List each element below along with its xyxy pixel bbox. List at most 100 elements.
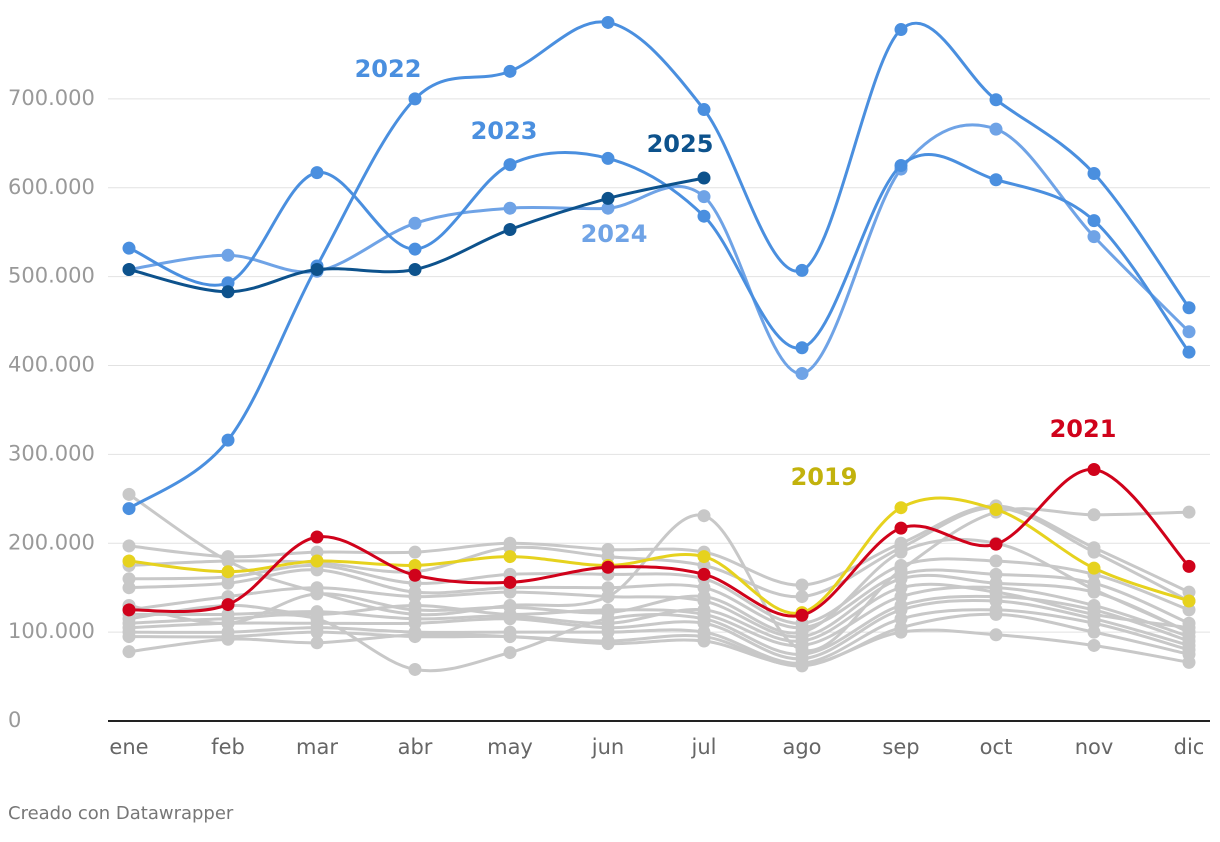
data-point <box>310 605 324 619</box>
data-point <box>697 509 711 523</box>
data-point <box>1182 655 1196 669</box>
data-point <box>221 576 235 590</box>
data-point <box>697 171 711 185</box>
data-point <box>310 166 324 180</box>
data-point <box>894 558 908 572</box>
data-point <box>697 590 711 604</box>
data-point <box>697 616 711 630</box>
series-label: 2023 <box>471 117 538 145</box>
data-point <box>1182 345 1196 359</box>
series-label: 2022 <box>355 55 422 83</box>
data-point <box>894 590 908 604</box>
data-point <box>697 190 711 204</box>
data-point <box>795 366 809 380</box>
data-point <box>697 567 711 581</box>
series-label: 2025 <box>647 130 714 158</box>
data-point <box>503 600 517 614</box>
data-point <box>503 630 517 644</box>
data-point <box>122 630 136 644</box>
data-point <box>601 550 615 564</box>
series-line <box>128 628 1190 667</box>
data-point <box>122 603 136 617</box>
data-point <box>601 590 615 604</box>
x-tick-label: dic <box>1174 735 1205 759</box>
data-point <box>989 585 1003 599</box>
data-point <box>221 248 235 262</box>
data-point <box>503 575 517 589</box>
data-point <box>503 609 517 623</box>
data-point <box>221 565 235 579</box>
data-point <box>503 201 517 215</box>
series-line <box>128 467 1191 618</box>
data-point <box>1087 616 1101 630</box>
data-point <box>408 568 422 582</box>
data-point <box>408 558 422 572</box>
data-point <box>697 603 711 617</box>
data-point <box>1182 594 1196 608</box>
data-point <box>122 263 136 277</box>
data-point <box>503 158 517 172</box>
data-point <box>1182 621 1196 635</box>
credit: Creado con Datawrapper <box>8 803 234 824</box>
data-point <box>221 632 235 646</box>
data-point <box>989 554 1003 568</box>
x-tick-label: jul <box>691 735 717 759</box>
data-point <box>1182 603 1196 617</box>
data-point <box>601 15 615 29</box>
data-point <box>221 598 235 612</box>
data-point <box>601 616 615 630</box>
data-point <box>989 93 1003 107</box>
data-point <box>221 276 235 290</box>
data-point <box>894 625 908 639</box>
data-point <box>697 581 711 595</box>
data-point <box>408 590 422 604</box>
data-point <box>408 92 422 106</box>
data-point <box>408 545 422 559</box>
y-tick-label: 300.000 <box>8 441 95 465</box>
data-point <box>795 263 809 277</box>
data-point <box>1087 545 1101 559</box>
data-point <box>894 603 908 617</box>
data-point <box>122 645 136 659</box>
data-point <box>122 539 136 553</box>
y-tick-label: 600.000 <box>8 175 95 199</box>
data-point <box>310 636 324 650</box>
x-tick-label: jun <box>591 735 624 759</box>
data-point <box>221 554 235 568</box>
data-point <box>408 662 422 676</box>
data-point <box>989 122 1003 136</box>
series-label: 2019 <box>791 463 858 491</box>
data-point <box>989 502 1003 516</box>
data-point <box>1182 505 1196 519</box>
data-point <box>503 646 517 660</box>
data-point <box>1182 585 1196 599</box>
x-tick-label: nov <box>1075 735 1114 759</box>
data-point <box>221 285 235 299</box>
data-point <box>1087 607 1101 621</box>
data-point <box>408 612 422 626</box>
data-point <box>894 572 908 586</box>
y-tick-label: 500.000 <box>8 264 95 288</box>
data-point <box>1087 508 1101 522</box>
data-point <box>894 521 908 535</box>
data-point <box>697 558 711 572</box>
data-point <box>697 550 711 564</box>
data-point <box>1087 230 1101 244</box>
data-point <box>989 607 1003 621</box>
data-point <box>894 501 908 515</box>
data-point <box>122 502 136 516</box>
data-point <box>408 216 422 230</box>
data-point <box>408 603 422 617</box>
data-point <box>221 607 235 621</box>
data-point <box>122 554 136 568</box>
data-point <box>1182 301 1196 315</box>
data-point <box>503 541 517 555</box>
data-point <box>310 530 324 544</box>
series-line <box>128 123 1191 375</box>
data-point <box>989 567 1003 581</box>
data-point <box>122 581 136 595</box>
x-tick-label: mar <box>296 735 338 759</box>
data-point <box>601 625 615 639</box>
y-tick-label: 0 <box>8 708 21 732</box>
data-point <box>1087 582 1101 596</box>
